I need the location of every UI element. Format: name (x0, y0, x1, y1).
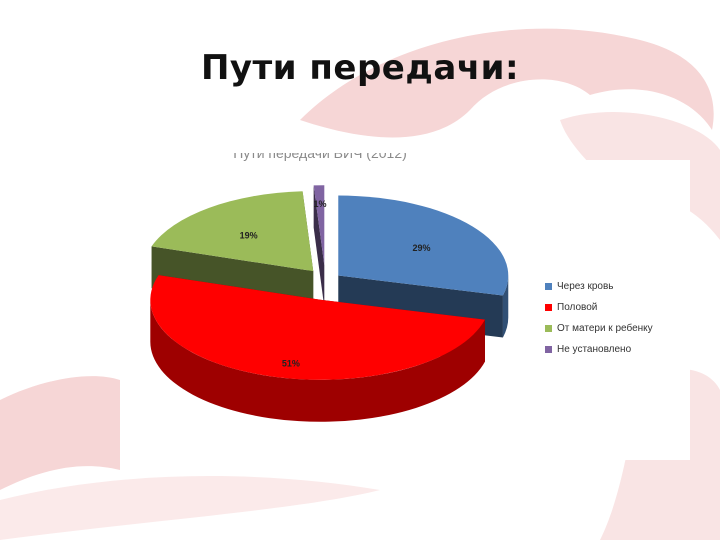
legend-label: От матери к ребенку (557, 323, 653, 334)
legend-label: Половой (557, 302, 598, 313)
chart-legend: Через кровь Половой От матери к ребенку Не … (545, 276, 653, 360)
legend-label: Через кровь (557, 281, 614, 292)
data-label-unknown: 1% (313, 199, 326, 209)
legend-swatch (545, 304, 552, 311)
legend-swatch (545, 346, 552, 353)
pie-slice-top-sexual (150, 275, 485, 380)
data-label-blood: 29% (413, 243, 431, 253)
data-label-mother-to-child: 19% (240, 230, 258, 240)
pie-slice-sexual (150, 275, 485, 422)
legend-item-sexual: Половой (545, 297, 653, 318)
background-swoosh-top (300, 28, 714, 138)
pie-slice-rim-blood-0 (502, 275, 509, 338)
background-swoosh-bottom (0, 476, 380, 540)
legend-item-blood: Через кровь (545, 276, 653, 297)
pie-slice-top-unknown (313, 185, 325, 266)
legend-label: Не установлено (557, 344, 632, 355)
legend-swatch (545, 325, 552, 332)
background-swoosh-left (0, 376, 120, 490)
pie-slice-top-blood (338, 195, 509, 296)
pie-slice-wall-unknown-0 (313, 185, 325, 308)
pie-slice-rim-sexual-0 (150, 299, 485, 422)
data-label-sexual: 51% (282, 358, 300, 368)
legend-swatch (545, 283, 552, 290)
legend-item-unknown: Не установлено (545, 339, 653, 360)
pie-slice-top-mother-to-child (151, 191, 314, 272)
legend-item-mother-to-child: От матери к ребенку (545, 318, 653, 339)
chart-title: Пути передачи ВИЧ (2012) (233, 153, 407, 161)
pie-slice-unknown (313, 185, 325, 308)
slide-title: Пути передачи: (200, 48, 520, 88)
